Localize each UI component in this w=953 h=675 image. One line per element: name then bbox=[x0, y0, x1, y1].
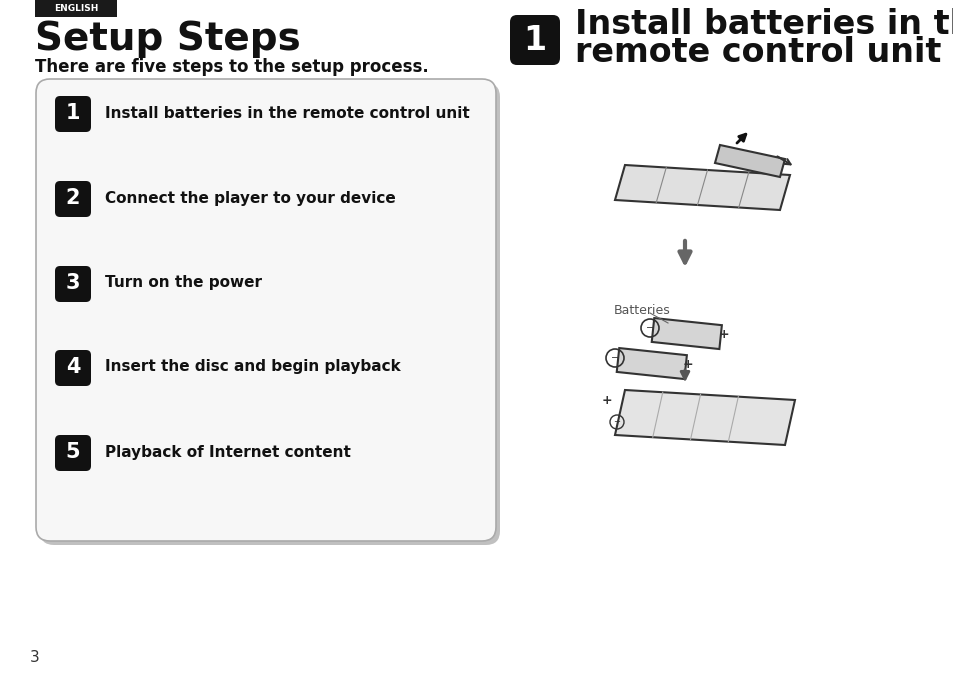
Text: Connect the player to your device: Connect the player to your device bbox=[105, 190, 395, 205]
Text: −: − bbox=[613, 418, 619, 427]
Text: 3: 3 bbox=[66, 273, 80, 293]
Text: ENGLISH: ENGLISH bbox=[53, 4, 98, 13]
FancyBboxPatch shape bbox=[55, 181, 91, 217]
Polygon shape bbox=[616, 348, 686, 379]
Text: +: + bbox=[718, 329, 728, 342]
Text: Playback of Internet content: Playback of Internet content bbox=[105, 445, 351, 460]
Polygon shape bbox=[714, 145, 784, 177]
Text: There are five steps to the setup process.: There are five steps to the setup proces… bbox=[35, 58, 428, 76]
Polygon shape bbox=[615, 390, 794, 445]
Text: 1: 1 bbox=[523, 24, 546, 57]
FancyBboxPatch shape bbox=[35, 0, 117, 17]
Text: −: − bbox=[645, 323, 654, 333]
FancyBboxPatch shape bbox=[36, 79, 496, 541]
Text: 4: 4 bbox=[66, 357, 80, 377]
Text: −: − bbox=[610, 353, 618, 363]
Text: Insert the disc and begin playback: Insert the disc and begin playback bbox=[105, 360, 400, 375]
Text: remote control unit: remote control unit bbox=[575, 36, 941, 70]
Polygon shape bbox=[615, 165, 789, 210]
FancyBboxPatch shape bbox=[40, 83, 499, 545]
FancyBboxPatch shape bbox=[55, 435, 91, 471]
Text: +: + bbox=[682, 358, 693, 371]
FancyBboxPatch shape bbox=[55, 266, 91, 302]
Text: Install batteries in the: Install batteries in the bbox=[575, 7, 953, 40]
Polygon shape bbox=[651, 318, 721, 349]
Text: +: + bbox=[601, 394, 612, 406]
FancyBboxPatch shape bbox=[55, 96, 91, 132]
Text: Batteries: Batteries bbox=[614, 304, 670, 317]
FancyBboxPatch shape bbox=[510, 15, 559, 65]
Text: 5: 5 bbox=[66, 442, 80, 462]
FancyBboxPatch shape bbox=[55, 350, 91, 386]
Text: 3: 3 bbox=[30, 649, 40, 664]
Text: 2: 2 bbox=[66, 188, 80, 208]
Text: Install batteries in the remote control unit: Install batteries in the remote control … bbox=[105, 105, 469, 121]
Text: Turn on the power: Turn on the power bbox=[105, 275, 262, 290]
Text: 1: 1 bbox=[66, 103, 80, 123]
Text: Setup Steps: Setup Steps bbox=[35, 20, 300, 58]
